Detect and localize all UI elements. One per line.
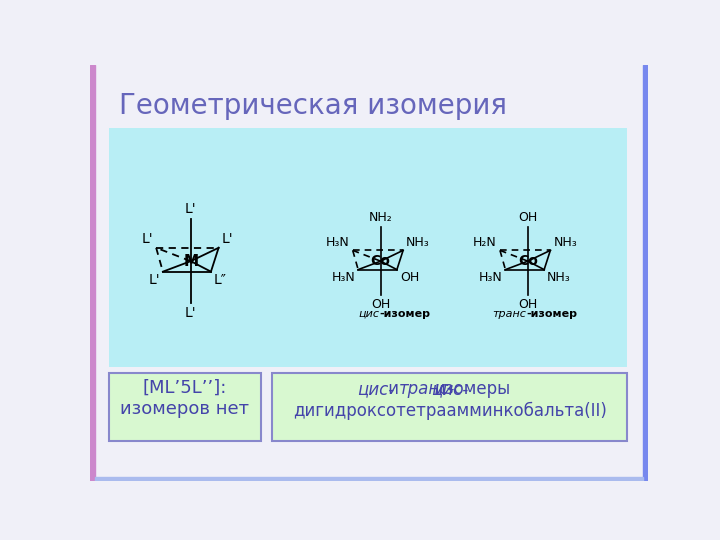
- Text: Геометрическая изомерия: Геометрическая изомерия: [120, 92, 508, 120]
- Text: транс-: транс-: [399, 380, 456, 398]
- Text: цис-: цис-: [431, 380, 468, 398]
- Text: L': L': [222, 232, 233, 246]
- Text: OH: OH: [400, 271, 419, 284]
- Text: изомеров нет: изомеров нет: [120, 400, 249, 418]
- FancyBboxPatch shape: [272, 373, 627, 441]
- Text: изомеры: изомеры: [435, 380, 511, 398]
- Text: -изомер: -изомер: [526, 309, 577, 319]
- Text: H₃N: H₃N: [479, 271, 503, 284]
- Text: NH₃: NH₃: [547, 271, 571, 284]
- Bar: [642, 65, 648, 481]
- Text: NH₃: NH₃: [554, 236, 577, 249]
- Text: Co: Co: [518, 254, 538, 268]
- Text: OH: OH: [518, 211, 538, 224]
- FancyBboxPatch shape: [109, 373, 261, 441]
- Text: H₃N: H₃N: [326, 236, 350, 249]
- Text: NH₂: NH₂: [369, 211, 392, 224]
- Text: L': L': [141, 232, 153, 246]
- Text: L': L': [148, 273, 160, 287]
- Text: L″: L″: [214, 273, 227, 287]
- Text: H₃N: H₃N: [331, 271, 355, 284]
- Text: M: M: [183, 254, 198, 268]
- Bar: [109, 128, 627, 367]
- Text: цис: цис: [358, 309, 379, 319]
- Text: цис-: цис-: [357, 380, 395, 398]
- Text: -изомер: -изомер: [379, 309, 430, 319]
- Text: OH: OH: [371, 298, 390, 311]
- Bar: [90, 65, 96, 481]
- Text: Co: Co: [371, 254, 390, 268]
- Text: H₂N: H₂N: [473, 236, 497, 249]
- Text: [ML’5L’’]:: [ML’5L’’]:: [143, 379, 227, 397]
- Bar: [96, 477, 642, 481]
- Text: NH₃: NH₃: [406, 236, 430, 249]
- Text: OH: OH: [518, 298, 538, 311]
- Text: L': L': [185, 202, 197, 216]
- Text: транс: транс: [492, 309, 526, 319]
- Text: L': L': [185, 306, 197, 320]
- Text: и: и: [383, 380, 404, 398]
- Text: дигидроксотетраамминкобальта(II): дигидроксотетраамминкобальта(II): [292, 402, 606, 421]
